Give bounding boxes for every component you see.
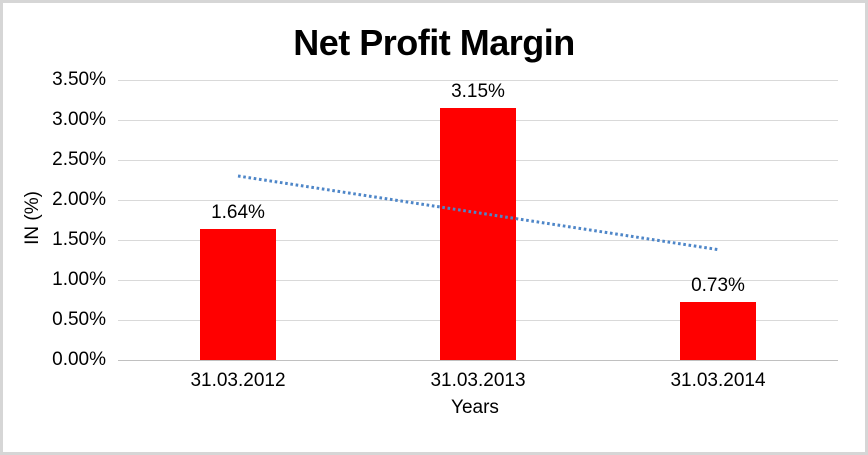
x-axis-baseline <box>118 359 838 361</box>
y-tick-label: 3.00% <box>52 109 106 130</box>
gridline <box>118 79 838 81</box>
bar <box>440 108 516 360</box>
x-axis-title: Years <box>451 397 499 418</box>
bar-value-label: 0.73% <box>691 274 745 296</box>
y-tick-label: 3.50% <box>52 69 106 90</box>
x-tick-label: 31.03.2012 <box>190 370 286 391</box>
x-tick-label: 31.03.2014 <box>670 370 766 391</box>
chart-title: Net Profit Margin <box>293 22 575 63</box>
y-tick-label: 1.00% <box>52 269 106 290</box>
bar <box>680 301 756 360</box>
bar <box>200 228 276 360</box>
x-tick-label: 31.03.2013 <box>430 370 526 391</box>
y-tick-label: 0.50% <box>52 309 106 330</box>
y-tick-label: 0.00% <box>52 349 106 370</box>
y-tick-label: 2.50% <box>52 149 106 170</box>
bar-value-label: 3.15% <box>451 81 505 102</box>
y-tick-label: 1.50% <box>52 229 106 250</box>
y-tick-label: 2.00% <box>52 189 106 210</box>
bar-value-label: 1.64% <box>211 201 265 223</box>
